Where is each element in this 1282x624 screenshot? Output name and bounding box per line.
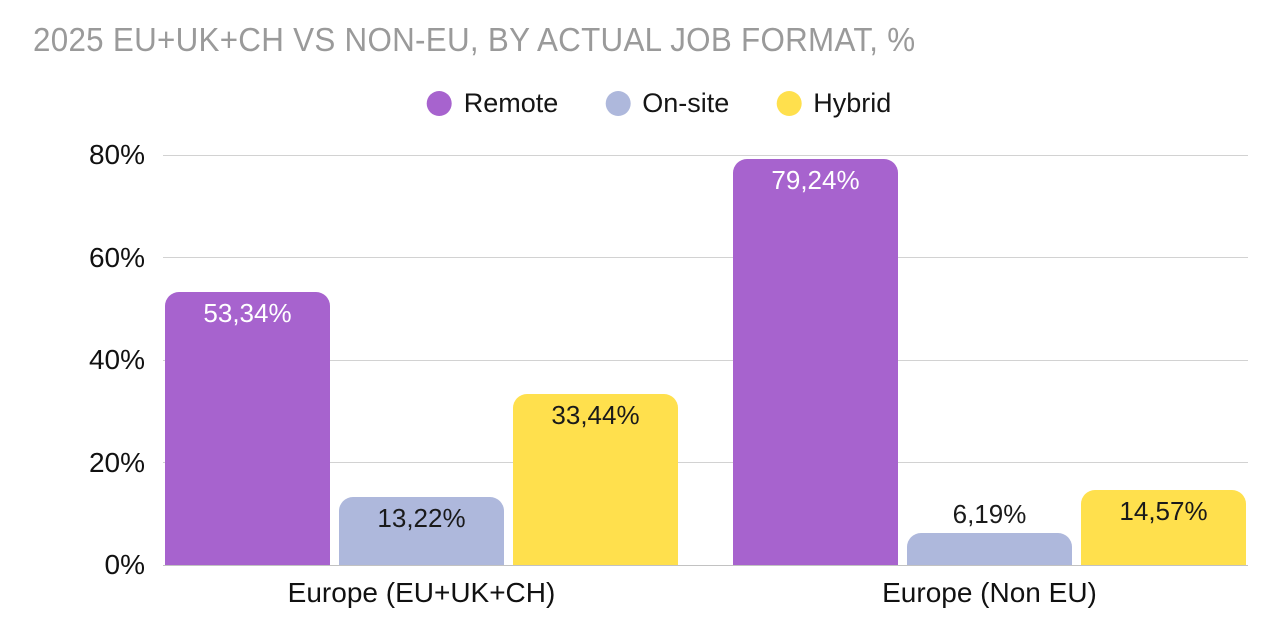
y-axis-tick-label: 20% (88, 446, 145, 478)
bar-value-label: 79,24% (771, 164, 860, 195)
legend-item-remote: Remote (426, 88, 559, 118)
bar-value-label: 53,34% (203, 297, 292, 328)
gridline (163, 257, 1248, 258)
y-axis-tick-label: 60% (88, 241, 145, 273)
y-axis-tick-label: 0% (104, 549, 145, 580)
legend-label: Remote (463, 88, 559, 118)
legend: Remote On-site Hybrid (426, 88, 891, 118)
bar-on-site-0 (339, 497, 504, 565)
y-axis-tick-label: 80% (88, 139, 145, 170)
bar-value-label: 14,57% (1119, 496, 1208, 527)
bar-remote-1 (733, 158, 898, 565)
bar-remote-0 (165, 291, 330, 565)
bar-value-label: 13,22% (377, 503, 466, 534)
legend-swatch-icon (605, 90, 631, 116)
x-axis-baseline (163, 564, 1248, 566)
bar-hybrid-1 (1081, 490, 1246, 565)
y-axis-tick-label: 40% (88, 344, 145, 375)
bar-hybrid-0 (513, 393, 678, 565)
gridline (163, 154, 1248, 156)
x-axis-category-label: Europe (Non EU) (882, 577, 1097, 608)
bar-value-label: 33,44% (551, 399, 640, 430)
gridline (163, 462, 1248, 463)
bar-on-site-1 (907, 533, 1072, 565)
legend-label: On-site (642, 88, 730, 118)
legend-label: Hybrid (813, 88, 892, 118)
legend-swatch-icon (776, 90, 802, 116)
legend-item-hybrid: Hybrid (776, 88, 891, 118)
gridline (163, 359, 1248, 361)
legend-swatch-icon (426, 90, 452, 116)
x-axis-category-label: Europe (EU+UK+CH) (287, 577, 556, 608)
chart-title: 2025 EU+UK+CH VS NON-EU, BY ACTUAL JOB F… (33, 21, 916, 58)
bar-value-label: 6,19% (952, 499, 1027, 530)
legend-item-on-site: On-site (605, 88, 729, 118)
